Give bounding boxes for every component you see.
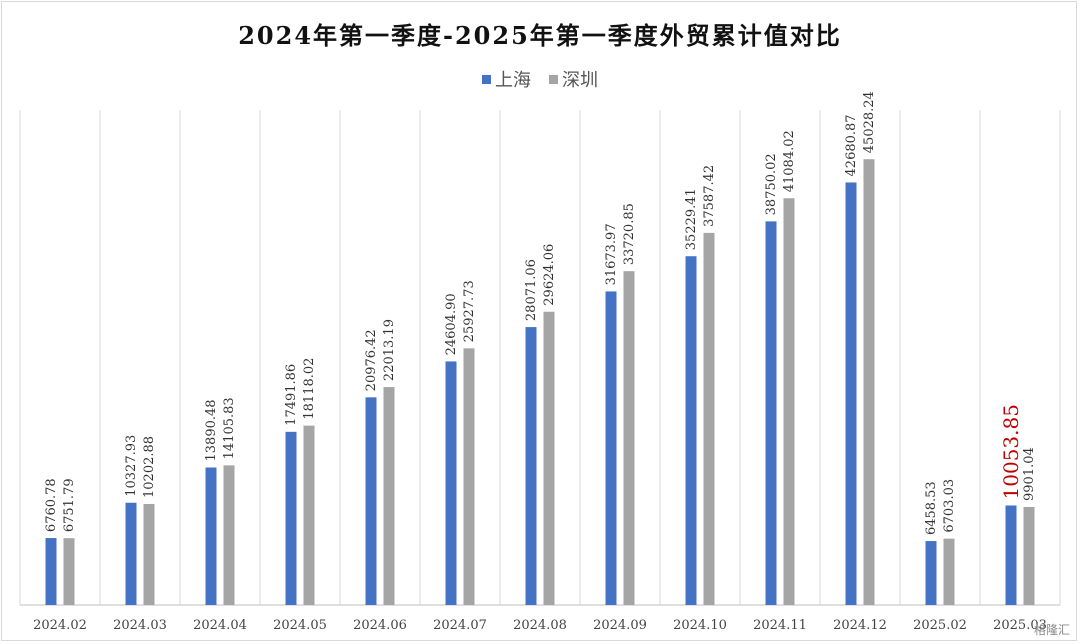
bar-shenzhen [943, 538, 955, 605]
data-label: 25927.73 [462, 280, 477, 342]
bar-shanghai [45, 538, 57, 605]
bar-shenzhen [223, 465, 235, 605]
x-tick-label: 2024.10 [673, 618, 727, 633]
bar-shanghai [525, 327, 537, 605]
data-label: 28071.06 [524, 259, 539, 321]
data-label: 6703.03 [942, 479, 957, 533]
x-tick-label: 2024.06 [353, 618, 407, 633]
bar-shanghai [765, 221, 777, 605]
data-label: 45028.24 [862, 91, 877, 153]
data-label: 33720.85 [622, 203, 637, 265]
data-label: 37587.42 [702, 165, 717, 227]
x-tick-label: 2025.02 [913, 618, 967, 633]
x-tick-label: 2024.08 [513, 618, 567, 633]
data-label: 31673.97 [604, 223, 619, 285]
legend-label-shenzhen: 深圳 [562, 70, 598, 91]
x-tick-label: 2024.03 [113, 618, 167, 633]
data-label: 10327.93 [124, 435, 139, 497]
bar-shenzhen [383, 387, 395, 605]
legend-item-shanghai[interactable]: 上海 [482, 66, 531, 92]
chart-title: 2024年第一季度-2025年第一季度外贸累计值对比 [238, 21, 842, 50]
x-tick-label: 2025.03 [993, 618, 1047, 633]
bar-shenzhen [863, 159, 875, 605]
data-label: 29624.06 [542, 244, 557, 306]
data-label: 42680.87 [844, 114, 859, 176]
bar-shenzhen [303, 425, 315, 605]
watermark: 格隆汇 [1033, 623, 1070, 637]
data-label: 24604.90 [444, 293, 459, 355]
bar-shanghai [445, 361, 457, 605]
x-tick-label: 2024.02 [33, 618, 87, 633]
x-tick-label: 2024.11 [753, 618, 807, 633]
bar-shanghai [285, 431, 297, 605]
legend-swatch-shanghai [482, 74, 491, 84]
data-label: 6751.79 [62, 478, 77, 532]
data-label: 18118.02 [302, 358, 317, 420]
bar-shenzhen [703, 232, 715, 606]
bar-shanghai [125, 502, 137, 605]
data-label: 14105.83 [222, 397, 237, 459]
bar-shanghai [365, 397, 377, 605]
data-label: 41084.02 [782, 130, 797, 192]
data-label: 6760.78 [44, 478, 59, 532]
bar-shenzhen [1023, 506, 1035, 605]
data-label: 20976.42 [364, 329, 379, 391]
bar-shanghai [205, 467, 217, 605]
x-tick-label: 2024.05 [273, 618, 327, 633]
x-tick-label: 2024.07 [433, 618, 487, 633]
data-label: 22013.19 [382, 319, 397, 381]
bar-shenzhen [463, 348, 475, 605]
bar-shanghai [605, 291, 617, 605]
data-label: 13890.48 [204, 399, 219, 461]
data-label: 10202.88 [142, 436, 157, 498]
bar-shanghai [845, 182, 857, 605]
data-label: 9901.04 [1022, 447, 1037, 501]
legend[interactable]: 上海 深圳 [0, 66, 1080, 92]
data-label: 17491.86 [284, 364, 299, 426]
bar-shenzhen [543, 311, 555, 605]
x-tick-label: 2024.12 [833, 618, 887, 633]
x-tick-label: 2024.04 [193, 618, 247, 633]
bar-shenzhen [623, 271, 635, 605]
bar-shenzhen [783, 198, 795, 606]
bar-shenzhen [143, 503, 155, 605]
bar-shenzhen [63, 538, 75, 605]
data-label: 6458.53 [924, 481, 939, 535]
data-label: 38750.02 [764, 153, 779, 215]
x-tick-label: 2024.09 [593, 618, 647, 633]
legend-item-shenzhen[interactable]: 深圳 [549, 66, 598, 92]
data-label: 35229.41 [684, 188, 699, 250]
legend-swatch-shenzhen [549, 74, 558, 84]
bar-shanghai [1005, 505, 1017, 605]
legend-label-shanghai: 上海 [495, 70, 531, 91]
bar-shanghai [925, 541, 937, 605]
bar-shanghai [685, 256, 697, 605]
data-label: 10053.85 [999, 404, 1023, 499]
